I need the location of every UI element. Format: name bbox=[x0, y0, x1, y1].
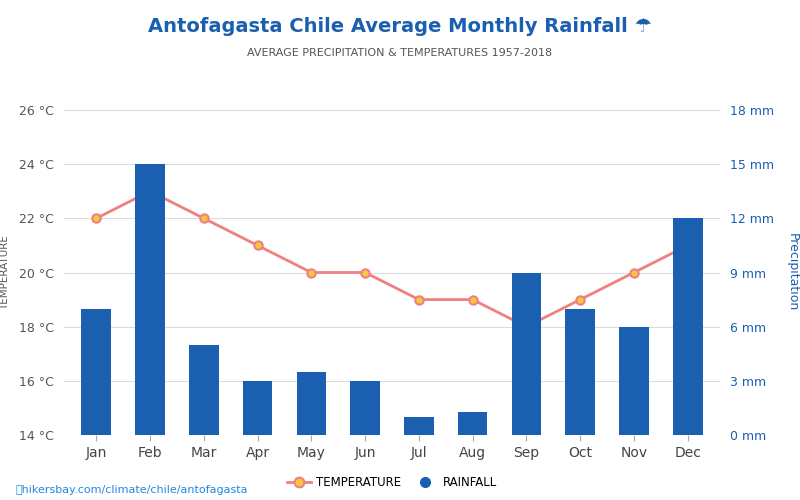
Bar bbox=[458, 412, 487, 435]
Text: 📍hikersbay.com/climate/chile/antofagasta: 📍hikersbay.com/climate/chile/antofagasta bbox=[16, 485, 249, 495]
Bar bbox=[619, 326, 649, 435]
Y-axis label: Precipitation: Precipitation bbox=[786, 234, 798, 312]
Bar bbox=[135, 164, 165, 435]
Bar bbox=[82, 308, 111, 435]
Bar bbox=[350, 381, 380, 435]
Bar bbox=[189, 344, 218, 435]
Text: Antofagasta Chile Average Monthly Rainfall ☂: Antofagasta Chile Average Monthly Rainfa… bbox=[148, 18, 652, 36]
Bar bbox=[404, 417, 434, 435]
Bar bbox=[297, 372, 326, 435]
Bar bbox=[566, 308, 595, 435]
Bar bbox=[673, 218, 702, 435]
Legend: TEMPERATURE, RAINFALL: TEMPERATURE, RAINFALL bbox=[282, 472, 502, 494]
Text: AVERAGE PRECIPITATION & TEMPERATURES 1957-2018: AVERAGE PRECIPITATION & TEMPERATURES 195… bbox=[247, 48, 553, 58]
Y-axis label: TEMPERATURE: TEMPERATURE bbox=[0, 235, 10, 310]
Bar bbox=[512, 272, 542, 435]
Bar bbox=[242, 381, 272, 435]
